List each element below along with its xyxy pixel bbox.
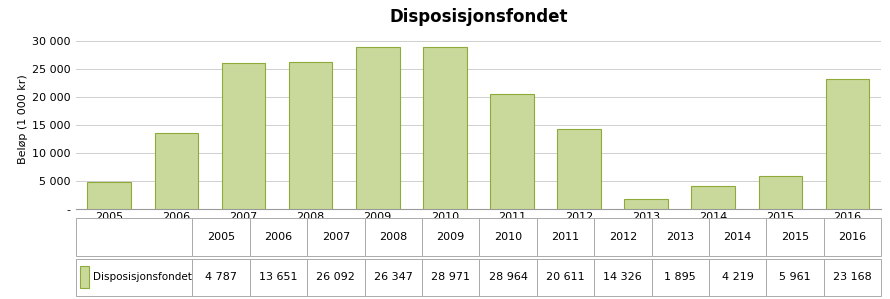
Bar (766, 259, 824, 296)
Text: 26 347: 26 347 (374, 272, 413, 282)
Bar (557, 129, 601, 209)
Text: 2009: 2009 (437, 232, 465, 242)
Bar (709, 259, 766, 296)
Text: 2013: 2013 (667, 232, 694, 242)
Bar (758, 176, 802, 209)
Text: 28 971: 28 971 (431, 272, 470, 282)
Bar (222, 63, 265, 209)
Bar (625, 199, 668, 209)
Title: Disposisjonsfondet: Disposisjonsfondet (389, 7, 568, 26)
Bar (490, 94, 534, 209)
Text: Disposisjonsfondet: Disposisjonsfondet (93, 272, 191, 282)
Text: 13 651: 13 651 (259, 272, 298, 282)
Bar (288, 62, 332, 209)
Y-axis label: Beløp (1 000 kr): Beløp (1 000 kr) (18, 75, 28, 164)
Bar (537, 218, 595, 256)
Bar (76, 259, 192, 296)
Bar (192, 259, 250, 296)
Text: 2005: 2005 (207, 232, 235, 242)
Bar (80, 266, 89, 288)
Bar (824, 259, 881, 296)
Bar (422, 218, 480, 256)
Bar (365, 218, 422, 256)
Text: 2014: 2014 (724, 232, 752, 242)
Text: 4 219: 4 219 (722, 272, 754, 282)
Bar (480, 218, 537, 256)
Text: 26 092: 26 092 (317, 272, 355, 282)
Text: 2007: 2007 (322, 232, 350, 242)
Text: 5 961: 5 961 (780, 272, 811, 282)
Text: 28 964: 28 964 (489, 272, 528, 282)
Bar (76, 218, 192, 256)
Bar (87, 182, 131, 209)
Text: 2010: 2010 (494, 232, 522, 242)
Bar (192, 218, 250, 256)
Text: 2012: 2012 (609, 232, 637, 242)
Bar (537, 259, 595, 296)
Bar (356, 47, 400, 209)
Text: 2015: 2015 (781, 232, 809, 242)
Text: 1 895: 1 895 (664, 272, 696, 282)
Bar (709, 218, 766, 256)
Text: 2006: 2006 (264, 232, 293, 242)
Bar (422, 259, 480, 296)
Bar (423, 47, 466, 209)
Bar (766, 218, 824, 256)
Text: 23 168: 23 168 (833, 272, 872, 282)
Bar (651, 259, 709, 296)
Bar (651, 218, 709, 256)
Bar (307, 259, 365, 296)
Text: 2016: 2016 (838, 232, 867, 242)
Text: 20 611: 20 611 (546, 272, 585, 282)
Bar (595, 259, 651, 296)
Bar (480, 259, 537, 296)
Bar (307, 218, 365, 256)
Bar (692, 186, 735, 209)
Bar (826, 80, 870, 209)
Text: 2011: 2011 (552, 232, 579, 242)
Bar (824, 218, 881, 256)
Bar (250, 259, 307, 296)
Bar (595, 218, 651, 256)
Bar (250, 218, 307, 256)
Text: 2008: 2008 (379, 232, 408, 242)
Bar (155, 133, 198, 209)
Bar (365, 259, 422, 296)
Text: 4 787: 4 787 (205, 272, 237, 282)
Text: 14 326: 14 326 (603, 272, 643, 282)
